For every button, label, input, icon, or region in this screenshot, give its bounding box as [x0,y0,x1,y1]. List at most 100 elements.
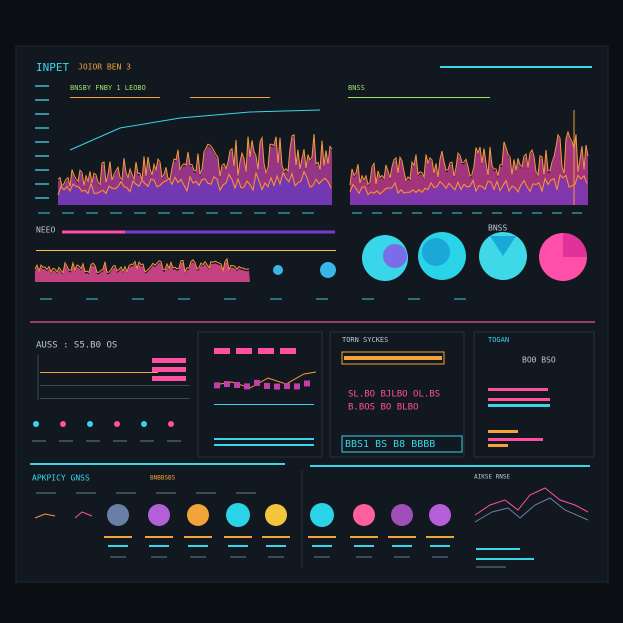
label-bar [35,113,49,115]
label-bar [190,556,206,558]
wave-line [349,130,589,186]
label-bar [348,97,428,98]
range-line [474,487,589,516]
label-bar [214,348,230,354]
donut-part [383,244,407,268]
label-bar [110,556,126,558]
stock-total-box [341,435,463,453]
label-bar [178,298,190,300]
label-bar [214,382,220,389]
label-bar [151,556,167,558]
bubble [148,504,170,526]
label-bar [388,536,416,538]
label-bar [184,536,212,538]
label-bar [268,556,284,558]
label-bar [314,556,330,558]
label-bar [344,356,442,360]
label-bar [426,536,454,538]
activity-title: APKPICY GNSS [32,474,90,483]
title: INPET [36,61,69,74]
label-bar [454,298,466,300]
dot [60,421,66,427]
bubble [226,503,250,527]
label-bar [35,141,49,143]
label-bar [392,545,412,547]
label-bar [36,492,56,494]
wave-line [349,174,588,196]
label-bar [224,298,236,300]
label-bar [190,97,270,98]
mini-line [74,511,93,519]
bubble [107,504,129,526]
label-bar [284,383,290,390]
label-bar [116,492,136,494]
label-bar [152,376,186,381]
label-bar [134,212,146,214]
label-bar [59,440,73,442]
label-bar [532,212,542,214]
label-bar [40,398,190,399]
wave-area [58,173,332,205]
label-bar [310,465,590,467]
label-bar [62,212,74,214]
label-bar [244,383,250,390]
label-bar [430,545,450,547]
label-bar [86,440,100,442]
label-bar [294,383,300,390]
label-bar [372,212,382,214]
pie-slice [563,233,587,257]
card [197,331,323,458]
dot [320,262,336,278]
label-bar [552,212,562,214]
label-bar [113,440,127,442]
bubble [265,504,287,526]
wave-area [350,134,588,205]
label-bar [488,444,508,447]
label-bar [224,381,230,388]
label-bar [32,440,46,442]
stock-row: SL.BO BJLBO OL.BS [348,390,440,400]
label-bar [152,358,186,363]
label-bar [167,440,181,442]
label-bar [258,348,274,354]
dot [168,421,174,427]
label-bar [572,212,582,214]
label-bar [308,536,336,538]
label-bar [35,197,49,199]
label-bar [488,404,550,407]
dot [114,421,120,427]
label-bar [35,169,49,171]
label-bar [356,556,372,558]
label-bar [488,398,550,401]
bubble [310,503,334,527]
label-bar [228,545,248,547]
label-bar [476,558,534,560]
label-bar [488,430,518,433]
label-bar [280,348,296,354]
wave-b-label: BNSS [348,84,365,92]
label-bar [350,536,378,538]
label-bar [152,367,186,372]
label-bar [472,212,482,214]
label-bar [254,379,260,386]
label-bar [110,212,122,214]
label-bar [254,212,266,214]
label-bar [158,212,170,214]
label-bar [214,440,314,444]
label-bar [316,298,328,300]
label-bar [36,250,336,251]
label-bar [214,404,314,405]
pie-slice [490,236,516,256]
label-bar [104,536,132,538]
row2-label: NEEO [36,226,55,235]
label-bar [206,212,218,214]
label-bar [108,545,128,547]
label-bar [30,463,285,465]
label-bar [394,556,410,558]
label-bar [35,183,49,185]
pie-label: BNSS [488,224,507,233]
dot [141,421,147,427]
label-bar [230,212,242,214]
label-bar [354,545,374,547]
